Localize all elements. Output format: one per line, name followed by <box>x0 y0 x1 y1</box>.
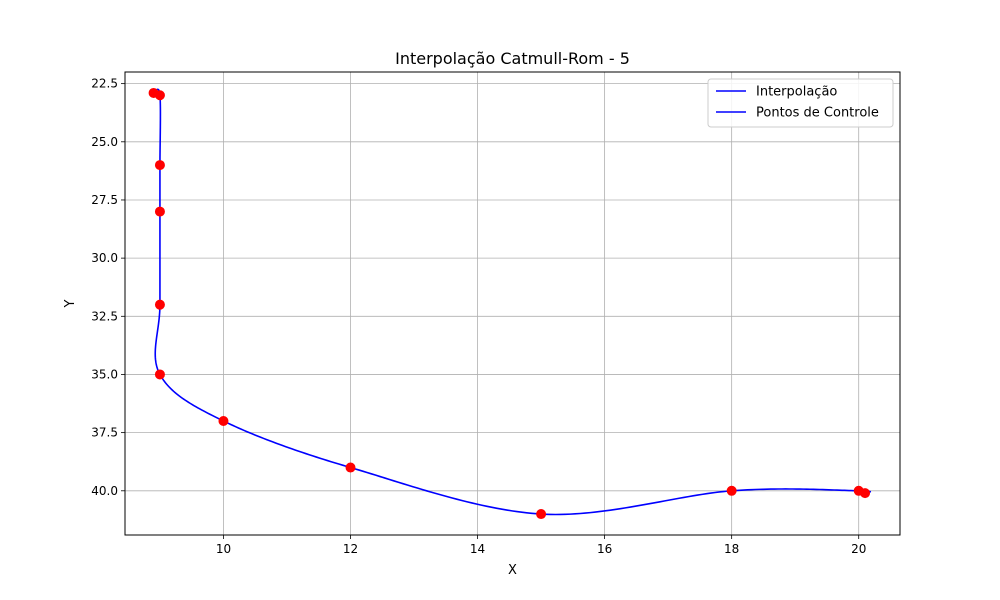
control-point <box>154 206 165 217</box>
x-tick-label: 14 <box>470 542 485 556</box>
y-tick-label: 22.5 <box>91 77 118 91</box>
grid <box>125 72 900 535</box>
y-tick-label: 30.0 <box>91 251 118 265</box>
control-point <box>154 90 165 101</box>
x-tick-label: 10 <box>216 542 231 556</box>
chart-title: Interpolação Catmull-Rom - 5 <box>395 49 630 68</box>
control-point <box>726 485 737 496</box>
x-tick-label: 12 <box>343 542 358 556</box>
interpolation-curve <box>153 88 872 516</box>
y-tick-label: 25.0 <box>91 135 118 149</box>
y-tick-label: 27.5 <box>91 193 118 207</box>
y-tick-label: 32.5 <box>91 309 118 323</box>
ticks: 10 12 14 16 18 20 22.5 25.0 27.5 30.0 32.5 35.0 37.5… <box>91 77 866 556</box>
control-point <box>154 299 165 310</box>
control-points-layer <box>148 87 871 520</box>
x-tick-label: 16 <box>597 542 612 556</box>
y-axis-label: Y <box>63 299 78 308</box>
control-point <box>536 509 547 520</box>
y-tick-label: 37.5 <box>91 426 118 440</box>
legend: Interpolação Pontos de Controle <box>707 78 894 128</box>
x-axis-label: X <box>508 563 517 578</box>
curve-layer <box>153 88 872 516</box>
plot-frame <box>124 71 901 536</box>
y-tick-label: 40.0 <box>91 484 118 498</box>
control-point <box>860 488 871 499</box>
y-tick-label: 35.0 <box>91 367 118 381</box>
x-tick-label: 18 <box>724 542 739 556</box>
legend-label-interpolation: Interpolação <box>756 85 837 100</box>
control-point <box>154 369 165 380</box>
control-point <box>345 462 356 473</box>
control-point <box>154 160 165 171</box>
x-tick-label: 20 <box>851 542 866 556</box>
control-point <box>218 415 229 426</box>
legend-box <box>707 78 894 128</box>
legend-label-control-points: Pontos de Controle <box>756 106 879 121</box>
